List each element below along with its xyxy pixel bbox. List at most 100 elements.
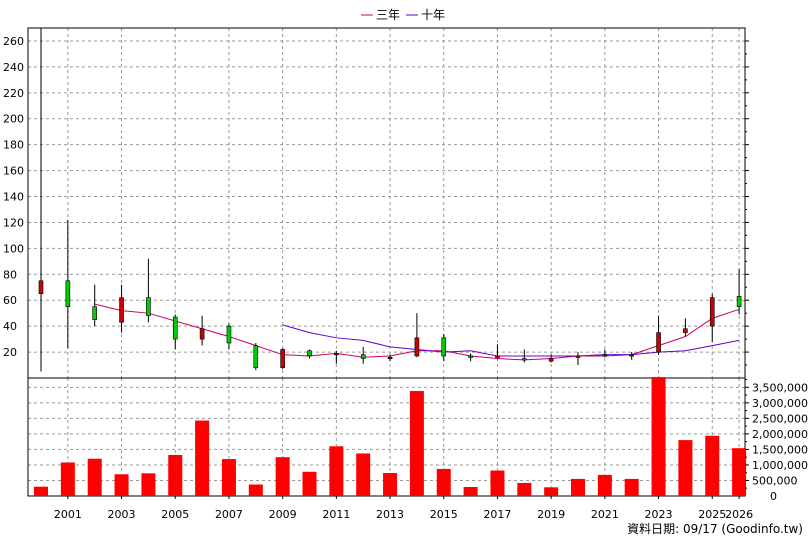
volume-bar — [141, 473, 156, 496]
price-tick-label: 60 — [3, 294, 17, 307]
price-tick-label: 100 — [3, 242, 24, 255]
candle-body — [575, 355, 581, 358]
candle-body — [521, 358, 527, 361]
volume-bar — [624, 478, 639, 496]
price-tick-label: 140 — [3, 191, 24, 204]
price-panel: 20 40 60 80 100 120 140 160 180 200 220 240 260 — [3, 27, 749, 379]
volume-tick-label: 3,500,000 — [752, 381, 808, 394]
x-tick-label: 2025 — [698, 508, 726, 521]
candle-body — [172, 316, 178, 340]
x-tick-label: 2021 — [591, 508, 619, 521]
data-date-footer: 資料日期: 09/17 (Goodinfo.tw) — [627, 522, 803, 536]
volume-bar — [275, 457, 290, 496]
volume-bar — [34, 486, 48, 496]
volume-bar — [597, 474, 612, 496]
volume-bar — [436, 468, 451, 496]
x-tick-label: 2001 — [54, 508, 82, 521]
candle-body — [414, 337, 420, 357]
legend-label-three-year: 三年 — [376, 8, 400, 22]
volume-bar — [383, 473, 398, 496]
volume-tick-label: 1,000,000 — [752, 459, 808, 472]
volume-y-axis: 500,000 1,000,000 1,500,000 2,000,000 2,500,… — [745, 379, 808, 503]
volume-bar — [302, 471, 317, 496]
volume-bar — [463, 486, 478, 496]
volume-bar — [517, 482, 532, 496]
x-tick-label: 2023 — [645, 508, 673, 521]
price-y-axis: 20 40 60 80 100 120 140 160 180 200 220 240 260 — [3, 35, 749, 366]
x-tick-label: 2019 — [537, 508, 565, 521]
candle-body — [387, 356, 393, 360]
volume-bar — [490, 470, 505, 496]
volume-tick-label: 1,500,000 — [752, 443, 808, 456]
moving-average-line — [282, 324, 740, 357]
candle-body — [38, 280, 44, 295]
candle-body — [65, 280, 71, 308]
candle-body — [629, 354, 635, 357]
candle-body — [280, 349, 285, 368]
candle-body — [736, 296, 742, 308]
price-tick-label: 220 — [3, 87, 24, 100]
candle-body — [199, 328, 205, 340]
volume-bar — [571, 478, 585, 496]
volume-bar — [87, 458, 102, 496]
volume-tick-label: 2,000,000 — [752, 428, 808, 441]
price-tick-label: 120 — [3, 216, 24, 229]
candle-body — [468, 355, 473, 358]
x-tick-label: 2015 — [430, 508, 458, 521]
price-tick-label: 260 — [3, 35, 24, 48]
candle-body — [656, 332, 661, 353]
x-tick-label: 2026 — [725, 508, 753, 521]
volume-tick-label: 500,000 — [752, 474, 798, 487]
candle-body — [146, 297, 151, 317]
volume-bar — [329, 446, 344, 496]
price-tick-label: 80 — [3, 268, 17, 281]
volume-bar — [195, 420, 210, 496]
candle-body — [92, 306, 97, 320]
price-tick-label: 240 — [3, 61, 24, 74]
volume-bar — [168, 455, 183, 496]
price-tick-label: 200 — [3, 113, 24, 126]
volume-bar — [248, 484, 263, 496]
candle-body — [253, 345, 259, 368]
x-tick-label: 2017 — [483, 508, 511, 521]
candle-body — [602, 354, 608, 357]
price-tick-label: 40 — [3, 320, 17, 333]
volume-bar — [544, 487, 559, 496]
price-tick-label: 180 — [3, 139, 24, 152]
price-tick-label: 20 — [3, 346, 17, 359]
chart-legend: 三年 十年 — [361, 8, 445, 22]
x-tick-label: 2005 — [161, 508, 189, 521]
candle-body — [441, 337, 447, 357]
volume-tick-label: 3,000,000 — [752, 397, 808, 410]
candlesticks — [38, 28, 742, 372]
volume-bar — [221, 459, 236, 496]
candle-body — [548, 358, 554, 362]
price-tick-label: 160 — [3, 165, 24, 178]
volume-bar — [705, 435, 720, 496]
volume-bar — [409, 391, 424, 496]
volume-bar — [732, 448, 747, 496]
candle-body — [334, 353, 339, 356]
volume-bar — [678, 440, 693, 496]
x-axis: 2001 2003 2005 2007 2009 2011 2013 2015 2017 2019… — [54, 496, 753, 521]
price-gridlines — [28, 28, 745, 378]
x-tick-label: 2003 — [108, 508, 136, 521]
legend-label-ten-year: 十年 — [421, 8, 445, 22]
volume-bar — [356, 453, 371, 496]
volume-tick-label-zero: 0 — [770, 490, 777, 503]
volume-bars — [34, 377, 747, 496]
volume-tick-label: 2,500,000 — [752, 412, 808, 425]
x-tick-label: 2013 — [376, 508, 404, 521]
x-tick-label: 2007 — [215, 508, 243, 521]
candle-body — [226, 325, 232, 344]
candle-body — [495, 355, 500, 358]
price-panel-frame — [27, 27, 746, 379]
candle-body — [360, 354, 366, 359]
x-tick-label: 2009 — [269, 508, 297, 521]
volume-panel: 500,000 1,000,000 1,500,000 2,000,000 2,500,… — [27, 377, 808, 503]
candle-body — [119, 297, 124, 323]
x-tick-label: 2011 — [322, 508, 350, 521]
volume-bar — [60, 462, 75, 496]
candle-body — [683, 328, 688, 333]
